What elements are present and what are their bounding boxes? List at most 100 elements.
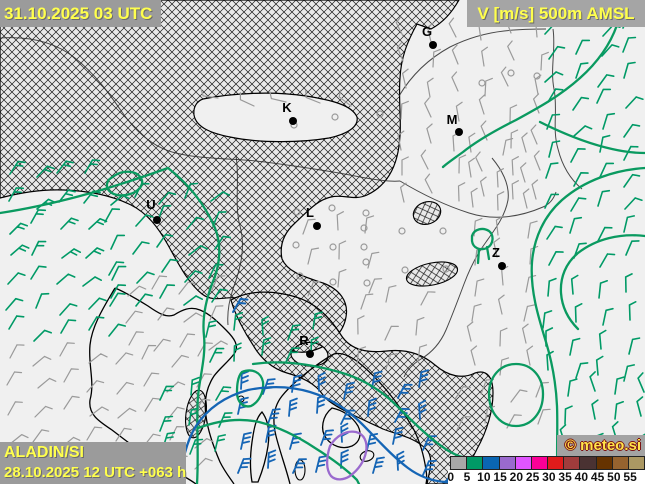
legend-color-cell <box>628 457 645 469</box>
isotach-green <box>105 170 144 197</box>
city-dot <box>429 41 437 49</box>
model-name-label: ALADIN/SI <box>4 444 84 461</box>
legend-color-cell <box>499 457 516 469</box>
border-line <box>552 28 583 190</box>
wind-barb-field <box>125 275 228 352</box>
legend-color-cell <box>515 457 532 469</box>
city-label: K <box>282 100 292 115</box>
wind-barb <box>232 298 249 313</box>
calm-dot <box>329 278 337 286</box>
border-line <box>403 157 509 378</box>
city-label: L <box>306 205 314 220</box>
city-label: Z <box>492 245 500 260</box>
calm-dot <box>360 243 368 251</box>
isotach-green <box>470 227 494 265</box>
calm-dot <box>328 204 336 212</box>
calm-dot <box>533 72 541 80</box>
city-label: R <box>299 333 309 348</box>
calm-dot <box>331 113 339 121</box>
isotach-purple <box>325 430 368 481</box>
legend-value: 45 <box>590 470 605 484</box>
wind-barb-field <box>8 159 108 259</box>
legend-value: 50 <box>607 470 621 484</box>
model-info-box: ALADIN/SI 28.10.2025 12 UTC +063 h <box>0 442 186 484</box>
isotach-green <box>559 234 645 331</box>
calm-dot <box>329 243 337 251</box>
copyright-label: © meteo.si <box>557 435 645 456</box>
legend-value: 35 <box>558 470 572 484</box>
calm-dot <box>401 266 409 274</box>
wind-barb-field <box>466 132 539 376</box>
hatch-hill <box>405 261 459 287</box>
legend-value: 5 <box>463 470 471 484</box>
isotach-green <box>0 166 170 215</box>
wind-barb-field <box>544 134 643 268</box>
legend-value: 40 <box>574 470 589 484</box>
legend-color-bar <box>450 456 645 470</box>
calm-wind-dots <box>290 69 541 287</box>
legend-color-cell <box>548 457 565 469</box>
hatch-region <box>0 0 460 353</box>
city-dot <box>289 117 297 125</box>
city-dot <box>313 222 321 230</box>
city-label: M <box>447 112 458 127</box>
calm-dot <box>442 265 450 273</box>
city-dot <box>306 350 314 358</box>
wind-barbs <box>5 10 645 476</box>
city-dot <box>455 128 463 136</box>
calm-dot <box>293 208 301 216</box>
legend-value: 55 <box>623 470 637 484</box>
city-markers: G K M U L Z R <box>146 24 506 358</box>
legend-color-cell <box>612 457 629 469</box>
calm-dot <box>398 227 406 235</box>
isotach-green <box>235 369 265 408</box>
wind-barb-field <box>200 88 352 107</box>
isotach-green <box>441 23 619 169</box>
isotach-green <box>251 361 469 459</box>
isotach-green <box>538 120 645 155</box>
legend-color-cell <box>483 457 500 469</box>
legend-value: 25 <box>525 470 540 484</box>
calm-dot <box>362 209 370 217</box>
city-label: U <box>146 197 155 212</box>
country-borders <box>0 28 583 378</box>
legend-value: 30 <box>542 470 556 484</box>
isotach-green <box>166 166 221 484</box>
border-line <box>398 28 547 97</box>
wind-barb-field <box>5 265 127 342</box>
legend-color-cell <box>564 457 581 469</box>
wind-barb-field <box>205 311 323 363</box>
wind-barb-field <box>237 369 437 476</box>
city-dot <box>498 262 506 270</box>
calm-dot <box>439 227 447 235</box>
legend-color-cell <box>531 457 549 469</box>
calm-dot <box>507 69 515 77</box>
wind-speed-legend: 0 5 10 15 20 25 30 35 40 45 50 55 <box>447 456 645 484</box>
calm-dot <box>296 272 304 280</box>
map-title: V [m/s] 500m AMSL <box>467 0 645 27</box>
calm-dot <box>363 279 371 287</box>
hatch-hill <box>412 201 442 225</box>
calm-dot <box>360 224 368 232</box>
wind-barb-field <box>159 376 233 455</box>
border-line <box>0 37 401 182</box>
city-dot <box>153 216 161 224</box>
legend-value: 15 <box>493 470 507 484</box>
calm-dot <box>362 258 370 266</box>
legend-color-cell <box>467 457 484 469</box>
calm-dot <box>376 110 384 118</box>
isotach-green <box>530 166 645 484</box>
legend-value: 10 <box>477 470 491 484</box>
legend-value: 0 <box>447 470 455 484</box>
isotach-green <box>196 418 361 484</box>
coastline <box>321 407 361 449</box>
border-line <box>227 155 243 326</box>
city-label: G <box>422 24 432 39</box>
isotach-blue <box>178 386 469 484</box>
isotach-green <box>487 362 545 428</box>
calm-dot <box>292 241 300 249</box>
valid-time-label: 31.10.2025 03 UTC <box>0 0 161 27</box>
calm-dot <box>478 79 486 87</box>
model-run-label: 28.10.2025 12 UTC +063 h <box>4 464 187 481</box>
